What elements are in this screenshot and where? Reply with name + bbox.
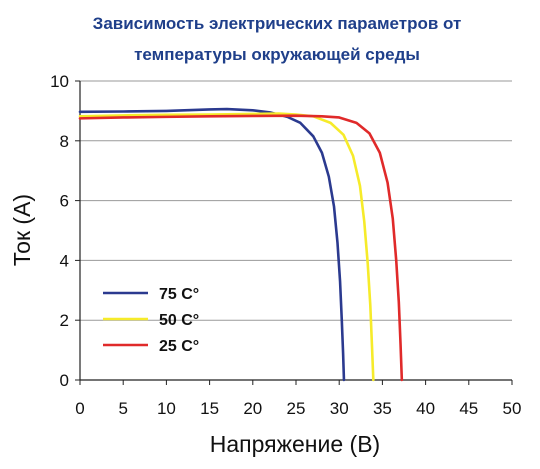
series-line-2 bbox=[78, 112, 375, 382]
legend: 75 С° 50 С° 25 С° bbox=[103, 286, 199, 355]
x-tick-label: 30 bbox=[330, 399, 349, 418]
legend-label: 50 С° bbox=[159, 312, 199, 329]
grid-layer bbox=[80, 80, 512, 321]
chart-title-line-1: Зависимость электрических параметров от bbox=[92, 14, 462, 33]
x-tick-label: 10 bbox=[157, 399, 176, 418]
x-tick-label: 45 bbox=[459, 399, 478, 418]
x-tick-label: 35 bbox=[373, 399, 392, 418]
series-line-1 bbox=[78, 107, 346, 382]
legend-label: 75 С° bbox=[159, 286, 199, 303]
x-tick-label: 5 bbox=[118, 399, 127, 418]
y-tick-label: 0 bbox=[60, 371, 69, 390]
x-tick-label: 25 bbox=[287, 399, 306, 418]
chart-title-line-2: температуры окружающей среды bbox=[134, 45, 420, 64]
y-tick-label: 4 bbox=[60, 251, 69, 270]
y-axis-label: Ток (А) bbox=[9, 194, 35, 266]
legend-label: 25 С° bbox=[159, 338, 199, 355]
x-tick-label: 50 bbox=[503, 399, 522, 418]
x-tick-label: 40 bbox=[416, 399, 435, 418]
y-tick-label: 10 bbox=[50, 72, 69, 91]
axis-layer: 0 2 4 6 8 10 0 5 10 15 20 25 30 35 40 45 50 bbox=[50, 72, 521, 418]
x-axis-label: Напряжение (В) bbox=[210, 431, 380, 457]
x-tick-label: 20 bbox=[243, 399, 262, 418]
x-tick-label: 15 bbox=[200, 399, 219, 418]
x-tick-label: 0 bbox=[75, 399, 84, 418]
y-tick-label: 6 bbox=[60, 192, 69, 211]
y-tick-label: 8 bbox=[60, 132, 69, 151]
series-layer bbox=[78, 107, 404, 382]
series-line-3 bbox=[78, 114, 404, 382]
y-tick-label: 2 bbox=[60, 311, 69, 330]
